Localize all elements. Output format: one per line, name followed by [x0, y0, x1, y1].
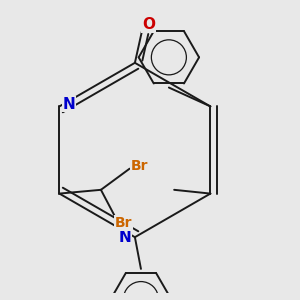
Text: O: O — [142, 17, 155, 32]
Text: N: N — [63, 97, 76, 112]
Text: Br: Br — [131, 159, 148, 173]
Text: Br: Br — [115, 216, 132, 230]
Text: N: N — [119, 230, 131, 245]
